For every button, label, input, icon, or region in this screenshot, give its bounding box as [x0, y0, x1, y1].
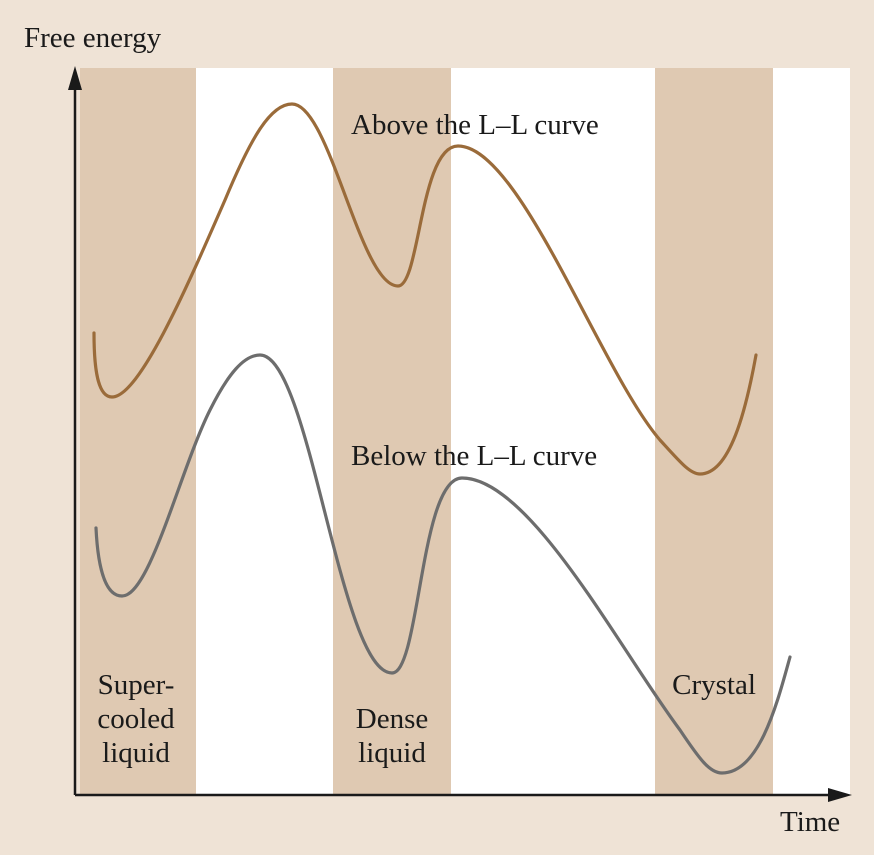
x-axis-arrow-icon — [828, 788, 852, 802]
band-supercooled-liquid — [80, 68, 196, 795]
x-axis-label: Time — [780, 806, 840, 838]
dense-label-line2: liquid — [358, 737, 426, 769]
curve-above-ll — [92, 102, 758, 476]
curve-above-label: Above the L–L curve — [351, 109, 599, 141]
curve-below-label: Below the L–L curve — [351, 440, 597, 472]
curve-below-ll — [94, 353, 792, 775]
crystal-label: Crystal — [672, 669, 756, 701]
dense-label-line1: Dense — [356, 703, 428, 735]
supercooled-label-line1: Super- — [98, 669, 175, 701]
supercooled-label-line3: liquid — [102, 737, 170, 769]
y-axis-arrow-icon — [68, 66, 82, 90]
supercooled-label-line2: cooled — [97, 703, 175, 735]
y-axis-label: Free energy — [24, 22, 162, 54]
band-crystal — [655, 68, 773, 795]
